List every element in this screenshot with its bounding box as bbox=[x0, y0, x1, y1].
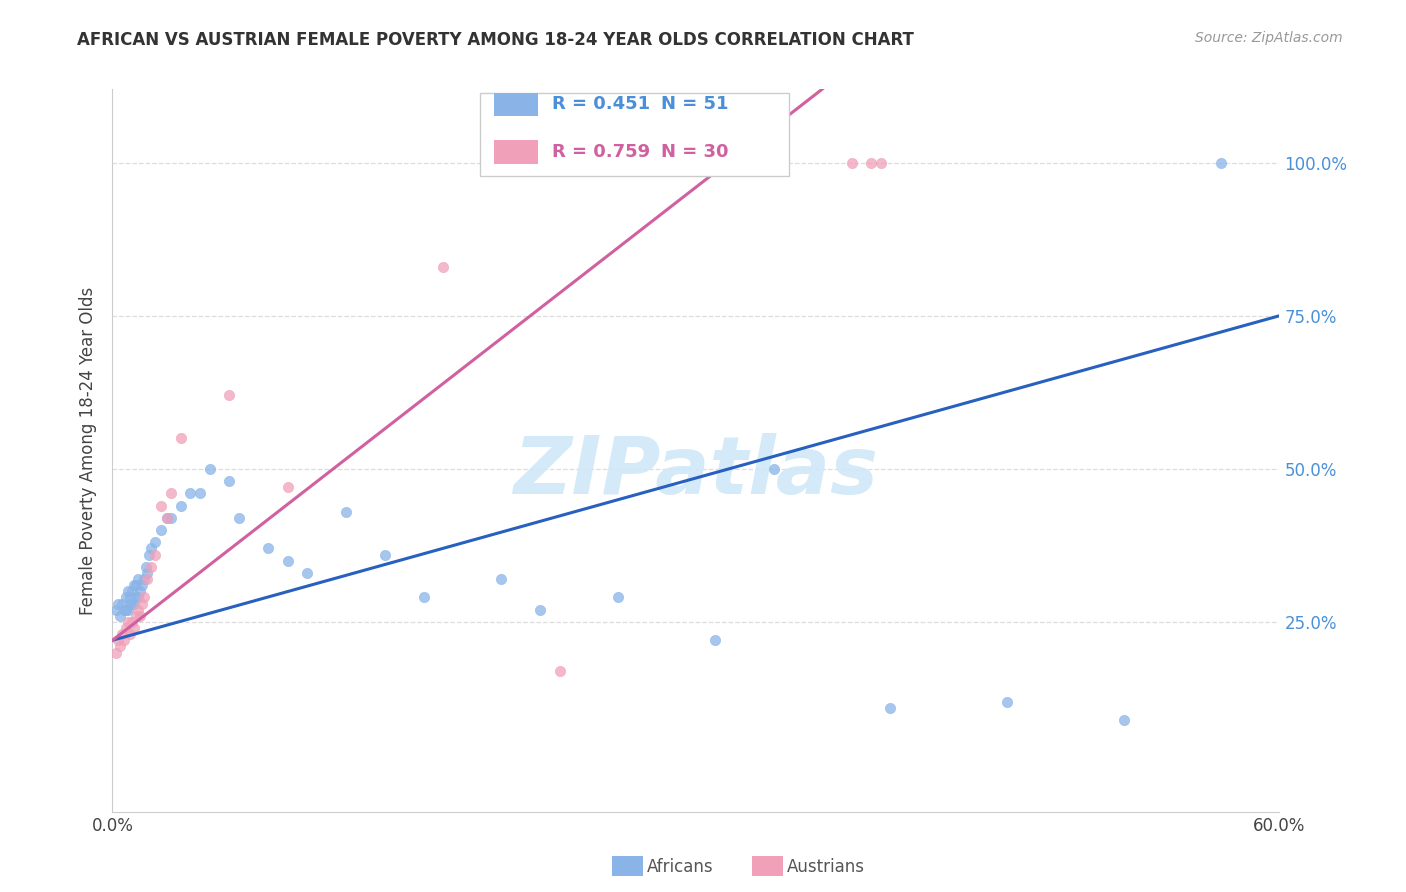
Point bbox=[218, 474, 240, 488]
Point bbox=[160, 511, 183, 525]
Point bbox=[257, 541, 280, 556]
Point bbox=[295, 566, 318, 580]
Y-axis label: Female Poverty Among 18-24 Year Olds: Female Poverty Among 18-24 Year Olds bbox=[79, 286, 97, 615]
Point bbox=[150, 499, 173, 513]
Point bbox=[860, 155, 883, 169]
Point bbox=[228, 511, 250, 525]
Point bbox=[111, 597, 134, 611]
Text: ZIPatlas: ZIPatlas bbox=[513, 434, 879, 511]
Point bbox=[156, 511, 179, 525]
Text: N = 30: N = 30 bbox=[661, 143, 728, 161]
Point bbox=[117, 584, 139, 599]
Point bbox=[169, 431, 191, 445]
Point bbox=[136, 572, 159, 586]
Point bbox=[276, 554, 298, 568]
Text: Austrians: Austrians bbox=[787, 858, 865, 876]
Point bbox=[136, 566, 159, 580]
Point bbox=[107, 597, 129, 611]
Point bbox=[132, 572, 155, 586]
Point bbox=[150, 523, 173, 537]
Text: R = 0.759: R = 0.759 bbox=[553, 143, 651, 161]
Point bbox=[374, 548, 396, 562]
Text: Africans: Africans bbox=[647, 858, 713, 876]
Point bbox=[132, 591, 155, 605]
FancyBboxPatch shape bbox=[494, 93, 538, 116]
Point bbox=[762, 462, 785, 476]
Point bbox=[131, 597, 153, 611]
FancyBboxPatch shape bbox=[494, 141, 538, 163]
Point bbox=[117, 615, 139, 629]
Point bbox=[125, 608, 148, 623]
Point bbox=[110, 640, 132, 654]
Point bbox=[118, 597, 141, 611]
Point bbox=[529, 602, 551, 616]
Point bbox=[127, 572, 149, 586]
Point bbox=[125, 578, 148, 592]
Point bbox=[141, 541, 163, 556]
Point bbox=[143, 535, 166, 549]
Point bbox=[276, 480, 298, 494]
Point bbox=[115, 621, 138, 635]
Point bbox=[115, 591, 138, 605]
Text: AFRICAN VS AUSTRIAN FEMALE POVERTY AMONG 18-24 YEAR OLDS CORRELATION CHART: AFRICAN VS AUSTRIAN FEMALE POVERTY AMONG… bbox=[77, 31, 914, 49]
Point bbox=[218, 388, 240, 402]
Point bbox=[118, 627, 141, 641]
Point bbox=[156, 511, 179, 525]
Point bbox=[121, 584, 143, 599]
Text: Source: ZipAtlas.com: Source: ZipAtlas.com bbox=[1195, 31, 1343, 45]
Point bbox=[1209, 155, 1232, 169]
Point bbox=[117, 602, 139, 616]
Point bbox=[131, 578, 153, 592]
Point bbox=[607, 591, 630, 605]
Point bbox=[198, 462, 221, 476]
Point bbox=[841, 155, 863, 169]
Point bbox=[179, 486, 201, 500]
Point bbox=[169, 499, 191, 513]
Point bbox=[335, 505, 357, 519]
Point bbox=[127, 591, 149, 605]
Point bbox=[128, 608, 150, 623]
Point bbox=[143, 548, 166, 562]
Point bbox=[121, 615, 143, 629]
Point bbox=[110, 608, 132, 623]
Point bbox=[138, 548, 160, 562]
Point bbox=[121, 597, 143, 611]
Point bbox=[1112, 713, 1135, 727]
FancyBboxPatch shape bbox=[479, 93, 789, 176]
Text: N = 51: N = 51 bbox=[661, 95, 728, 113]
Point bbox=[548, 664, 571, 678]
Point bbox=[128, 584, 150, 599]
Point bbox=[141, 559, 163, 574]
Point bbox=[122, 597, 145, 611]
Point bbox=[491, 572, 513, 586]
Point bbox=[112, 633, 135, 648]
Point bbox=[105, 602, 128, 616]
Text: R = 0.451: R = 0.451 bbox=[553, 95, 651, 113]
Point bbox=[125, 591, 148, 605]
Point bbox=[879, 700, 901, 714]
Point bbox=[432, 260, 454, 274]
Point bbox=[115, 602, 138, 616]
Point bbox=[107, 633, 129, 648]
Point bbox=[122, 578, 145, 592]
Point bbox=[122, 621, 145, 635]
Point bbox=[160, 486, 183, 500]
Point bbox=[869, 155, 891, 169]
Point bbox=[118, 591, 141, 605]
Point bbox=[724, 155, 747, 169]
Point bbox=[127, 602, 149, 616]
Point bbox=[704, 633, 727, 648]
Point bbox=[135, 559, 157, 574]
Point bbox=[995, 694, 1018, 708]
Point bbox=[412, 591, 434, 605]
Point bbox=[111, 627, 134, 641]
Point bbox=[105, 646, 128, 660]
Point bbox=[188, 486, 211, 500]
Point bbox=[112, 602, 135, 616]
